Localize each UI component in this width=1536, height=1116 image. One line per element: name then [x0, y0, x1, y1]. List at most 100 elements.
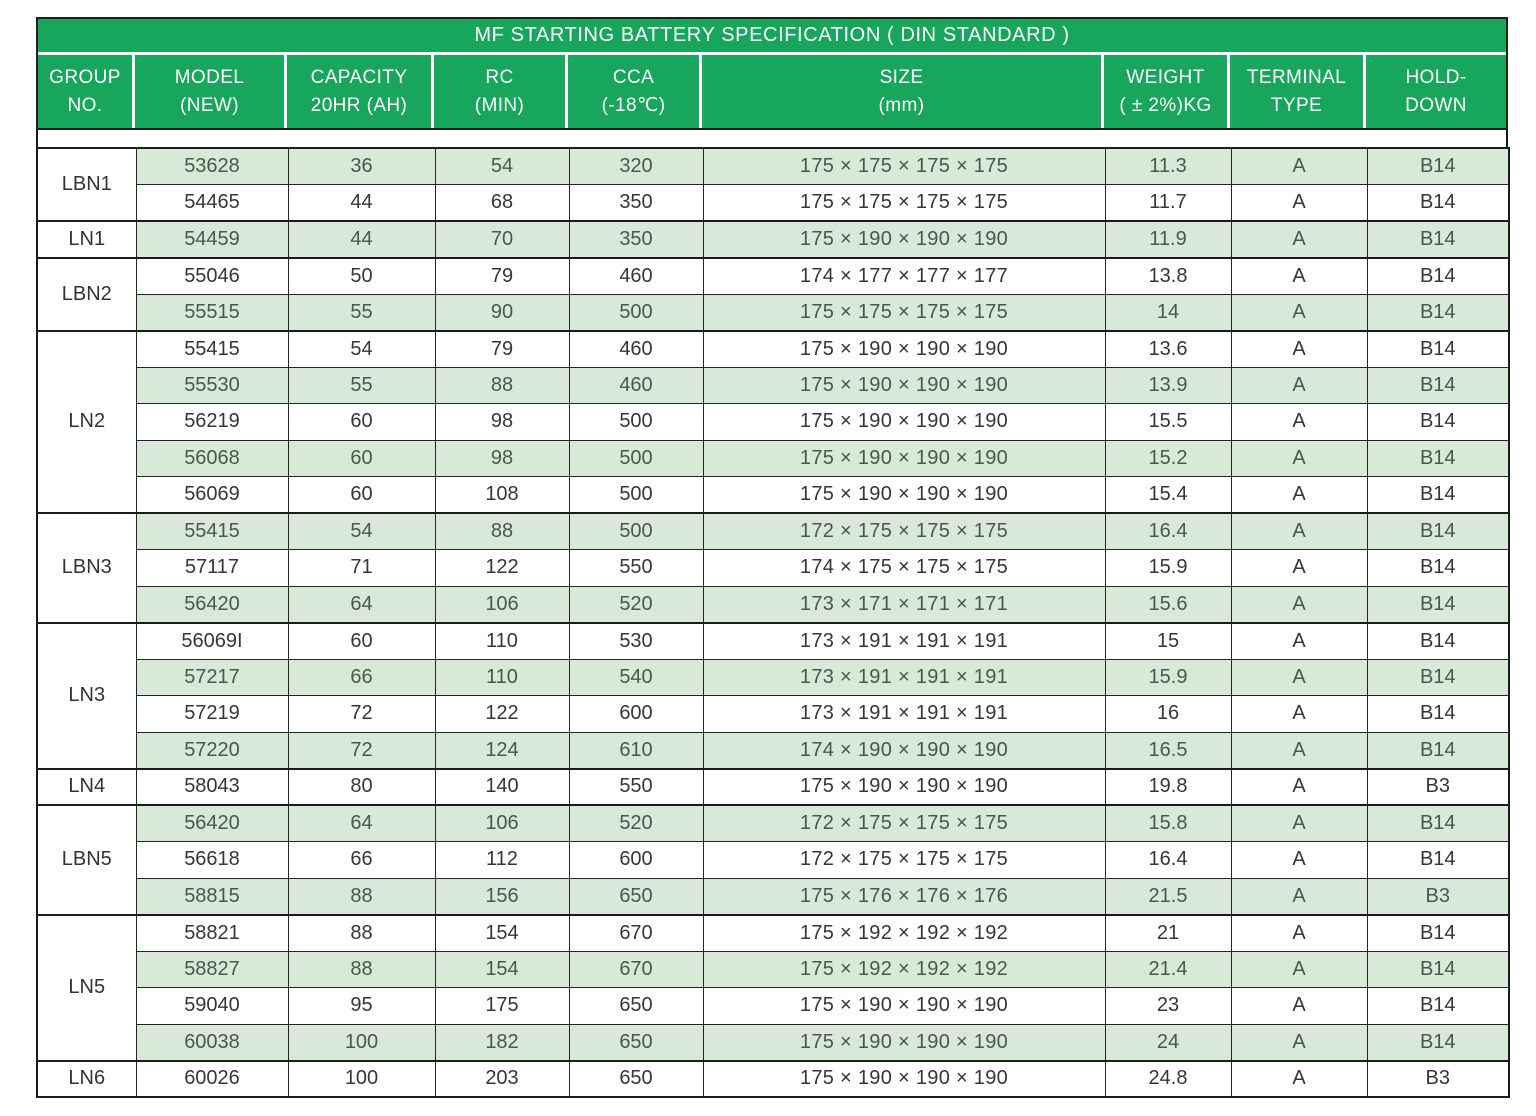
cell-terminal: A [1230, 731, 1368, 769]
cell-model: 57220 [135, 731, 289, 769]
cell-weight: 13.6 [1104, 329, 1232, 368]
column-header-row: GROUP NO. MODEL (NEW) CAPACITY 20HR (AH)… [38, 55, 1506, 128]
table-row: 55530 55 88 460 175 × 190 × 190 × 190 13.9 A B1… [37, 366, 1510, 404]
table-row: 55515 55 90 500 175 × 175 × 175 × 175 14 A B14 [37, 293, 1510, 331]
col-header-line: TERMINAL [1246, 66, 1347, 88]
cell-hold-down: B3 [1366, 877, 1510, 915]
cell-terminal: A [1230, 804, 1368, 842]
table-head-block: MF STARTING BATTERY SPECIFICATION ( DIN … [36, 17, 1508, 130]
spec-table: LBN1 53628 36 54 320 175 × 175 × 175 × 175 11.… [36, 147, 1510, 1098]
cell-terminal: A [1230, 913, 1368, 952]
cell-rc: 110 [434, 658, 570, 696]
cell-capacity: 64 [287, 804, 436, 842]
cell-weight: 13.9 [1104, 366, 1232, 404]
cell-weight: 21.5 [1104, 877, 1232, 915]
cell-size: 175 × 175 × 175 × 175 [702, 147, 1106, 185]
cell-size: 175 × 190 × 190 × 190 [702, 767, 1106, 806]
cell-hold-down: B14 [1366, 731, 1510, 769]
cell-rc: 140 [434, 767, 570, 806]
cell-model: 55530 [135, 366, 289, 404]
table-row: LBN3 55415 54 88 500 172 × 175 × 175 × 175 16.… [36, 512, 1510, 623]
cell-hold-down: B3 [1366, 767, 1510, 806]
cell-weight: 15.8 [1104, 804, 1232, 842]
cell-size: 175 × 175 × 175 × 175 [702, 184, 1106, 222]
cell-terminal: A [1230, 147, 1368, 185]
cell-model: 59040 [135, 987, 289, 1025]
cell-size: 172 × 175 × 175 × 175 [702, 512, 1106, 550]
col-header-line: CCA [612, 66, 655, 88]
cell-cca: 460 [568, 366, 704, 404]
group-no-cell: LN3 [36, 621, 137, 769]
cell-hold-down: B14 [1366, 366, 1510, 404]
cell-model: 57117 [135, 549, 289, 587]
cell-size: 175 × 175 × 175 × 175 [702, 293, 1106, 331]
table-row: 56219 60 98 500 175 × 190 × 190 × 190 15.5 A B1… [37, 403, 1510, 441]
cell-weight: 11.7 [1104, 184, 1232, 222]
table-row: 56420 64 106 520 173 × 171 × 171 × 171 15.6 A B… [37, 585, 1510, 623]
cell-rc: 98 [434, 403, 570, 441]
col-header-line: 20HR (AH) [310, 94, 408, 116]
cell-capacity: 60 [287, 476, 436, 514]
cell-capacity: 44 [287, 184, 436, 222]
cell-size: 175 × 190 × 190 × 190 [702, 403, 1106, 441]
cell-cca: 500 [568, 512, 704, 550]
cell-hold-down: B14 [1366, 913, 1510, 952]
cell-hold-down: B14 [1366, 439, 1510, 477]
cell-model: 58043 [135, 767, 289, 806]
cell-weight: 21.4 [1104, 950, 1232, 988]
cell-capacity: 36 [287, 147, 436, 185]
cell-cca: 650 [568, 877, 704, 915]
col-header-terminal: TERMINAL TYPE [1230, 55, 1366, 128]
cell-terminal: A [1230, 658, 1368, 696]
cell-cca: 350 [568, 220, 704, 258]
cell-hold-down: B14 [1366, 147, 1510, 185]
cell-model: 56069I [135, 621, 289, 660]
cell-rc: 70 [434, 220, 570, 258]
cell-model: 58821 [135, 913, 289, 952]
table-row: LBN5 56420 64 106 520 172 × 175 × 175 × 175 15… [36, 804, 1510, 915]
cell-weight: 15.9 [1104, 549, 1232, 587]
table-row: LN4 58043 80 140 550 175 × 190 × 190 × 190 19.… [36, 767, 1510, 806]
cell-hold-down: B14 [1366, 403, 1510, 441]
cell-weight: 16.4 [1104, 512, 1232, 550]
cell-weight: 15.2 [1104, 439, 1232, 477]
cell-hold-down: B14 [1366, 256, 1510, 295]
table-row: 58815 88 156 650 175 × 176 × 176 × 176 21.5 A B… [37, 877, 1510, 915]
table-title: MF STARTING BATTERY SPECIFICATION ( DIN … [38, 19, 1506, 55]
cell-cca: 320 [568, 147, 704, 185]
cell-hold-down: B14 [1366, 1023, 1510, 1061]
cell-model: 56618 [135, 841, 289, 879]
cell-terminal: A [1230, 585, 1368, 623]
cell-capacity: 60 [287, 621, 436, 660]
cell-hold-down: B14 [1366, 841, 1510, 879]
cell-cca: 540 [568, 658, 704, 696]
cell-cca: 520 [568, 804, 704, 842]
cell-weight: 15 [1104, 621, 1232, 660]
cell-model: 56420 [135, 804, 289, 842]
cell-hold-down: B14 [1366, 585, 1510, 623]
cell-capacity: 100 [287, 1059, 436, 1098]
cell-hold-down: B14 [1366, 950, 1510, 988]
cell-rc: 203 [434, 1059, 570, 1098]
cell-cca: 670 [568, 950, 704, 988]
cell-size: 175 × 190 × 190 × 190 [702, 220, 1106, 258]
cell-hold-down: B14 [1366, 220, 1510, 258]
col-header-line: WEIGHT [1126, 66, 1205, 88]
cell-model: 58815 [135, 877, 289, 915]
cell-capacity: 54 [287, 329, 436, 368]
cell-terminal: A [1230, 366, 1368, 404]
col-header-line: NO. [67, 94, 103, 116]
table-row: 57219 72 122 600 173 × 191 × 191 × 191 16 A B14 [37, 695, 1510, 733]
cell-capacity: 66 [287, 658, 436, 696]
table-row: 56069 60 108 500 175 × 190 × 190 × 190 15.4 A B… [37, 476, 1510, 514]
col-header-size: SIZE (mm) [702, 55, 1104, 128]
cell-capacity: 60 [287, 439, 436, 477]
cell-capacity: 44 [287, 220, 436, 258]
cell-rc: 175 [434, 987, 570, 1025]
cell-rc: 98 [434, 439, 570, 477]
table-row: 57117 71 122 550 174 × 175 × 175 × 175 15.9 A B… [37, 549, 1510, 587]
cell-cca: 550 [568, 767, 704, 806]
table-row: 54465 44 68 350 175 × 175 × 175 × 175 11.7 A B1… [37, 184, 1510, 222]
cell-rc: 68 [434, 184, 570, 222]
col-header-line: (MIN) [474, 94, 525, 116]
